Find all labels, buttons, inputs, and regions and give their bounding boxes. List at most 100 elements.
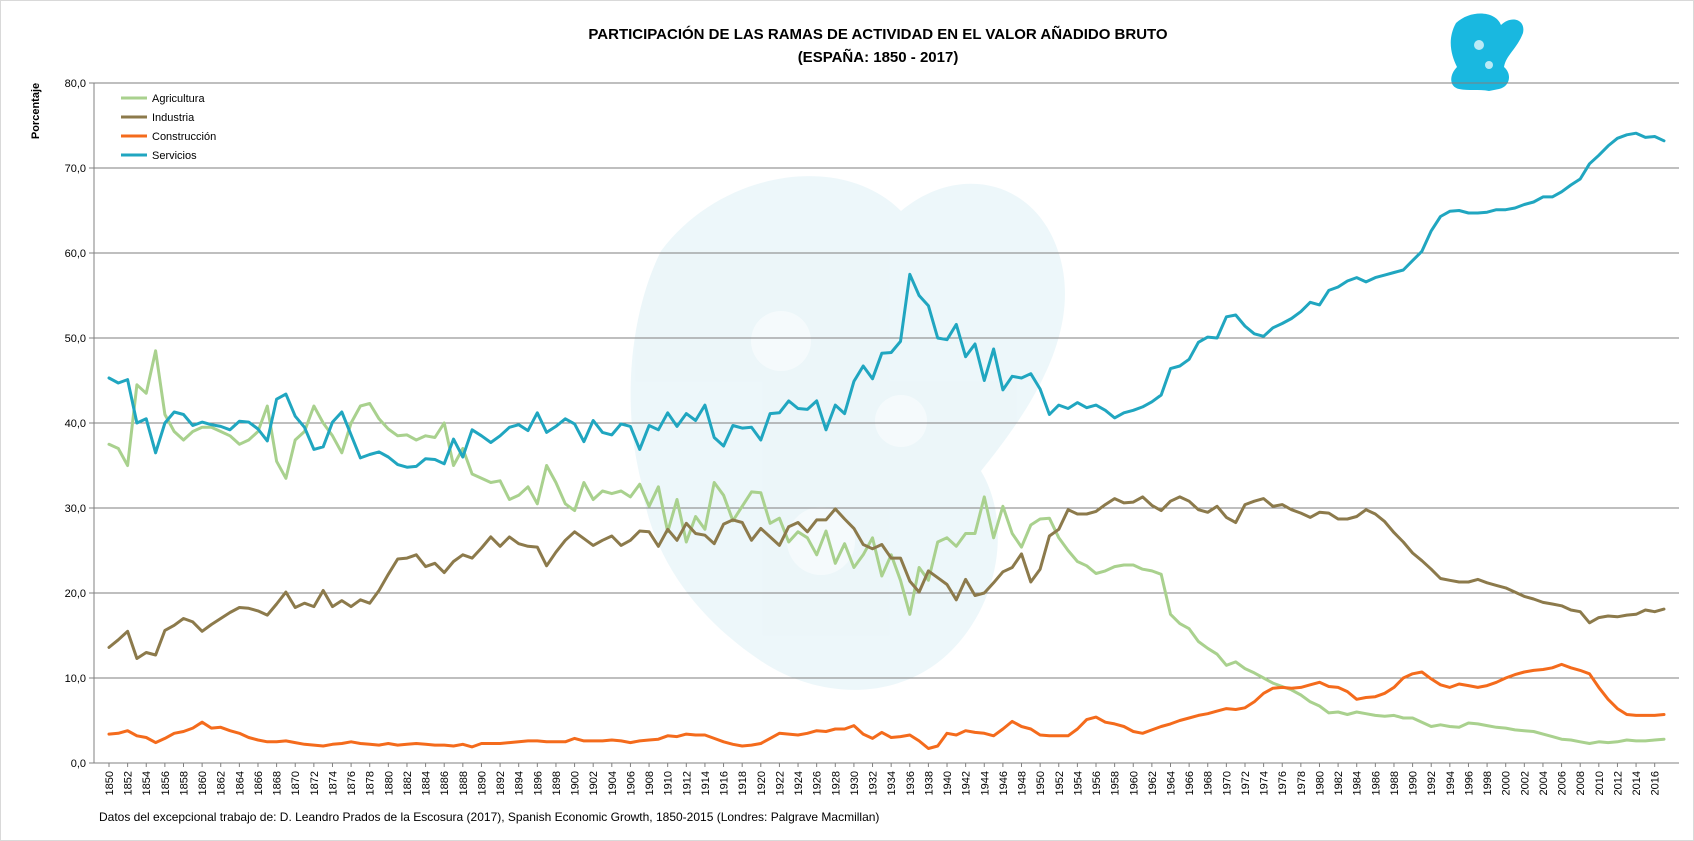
x-tick-label: 1930 <box>849 771 861 795</box>
x-tick-label: 1872 <box>309 771 321 795</box>
gridlines <box>94 82 1679 679</box>
x-tick-label: 1982 <box>1333 771 1345 795</box>
logo-eagle-icon <box>1450 13 1524 91</box>
x-tick-label: 1988 <box>1389 771 1401 795</box>
x-tick-label: 1874 <box>327 771 339 795</box>
x-tick-label: 1908 <box>644 771 656 795</box>
legend-label: Construcción <box>152 131 216 143</box>
x-tick-label: 2010 <box>1594 771 1606 795</box>
legend-label: Agricultura <box>152 93 205 105</box>
axes <box>89 82 1679 767</box>
x-tick-label: 2002 <box>1519 771 1531 795</box>
y-tick-label: 40,0 <box>65 418 86 430</box>
x-tick-label: 2016 <box>1650 771 1662 795</box>
source-note: Datos del excepcional trabajo de: D. Lea… <box>99 810 879 824</box>
x-tick-label: 1898 <box>551 771 563 795</box>
x-tick-label: 1858 <box>178 771 190 795</box>
y-tick-label: 50,0 <box>65 333 86 345</box>
x-tick-label: 1870 <box>290 771 302 795</box>
x-tick-label: 1970 <box>1221 771 1233 795</box>
x-tick-label: 1882 <box>402 771 414 795</box>
x-tick-label: 1996 <box>1463 771 1475 795</box>
x-tick-label: 1906 <box>625 771 637 795</box>
x-tick-label: 1866 <box>253 771 265 795</box>
x-tick-labels: 1850 1852 1854 1856 1858 1860 1862 1864 1866 1868… <box>104 771 1662 795</box>
x-tick-label: 1936 <box>905 771 917 795</box>
x-tick-label: 1876 <box>346 771 358 795</box>
x-tick-label: 1896 <box>532 771 544 795</box>
x-tick-label: 1910 <box>663 771 675 795</box>
x-tick-label: 1978 <box>1296 771 1308 795</box>
series-line-servicios <box>107 131 1666 469</box>
x-tick-label: 1924 <box>793 771 805 795</box>
x-tick-label: 1966 <box>1184 771 1196 795</box>
x-tick-label: 1986 <box>1370 771 1382 795</box>
x-tick-label: 1972 <box>1240 771 1252 795</box>
x-tick-label: 1942 <box>961 771 973 795</box>
legend-label: Industria <box>152 112 195 124</box>
series-lines <box>107 131 1666 750</box>
x-tick-label: 1956 <box>1091 771 1103 795</box>
x-tick-label: 1960 <box>1128 771 1140 795</box>
x-tick-label: 2012 <box>1612 771 1624 795</box>
x-tick-label: 1892 <box>495 771 507 795</box>
x-tick-label: 1958 <box>1110 771 1122 795</box>
x-tick-label: 1914 <box>700 771 712 795</box>
x-tick-label: 2014 <box>1631 771 1643 795</box>
x-tick-label: 1864 <box>234 771 246 795</box>
x-tick-label: 2000 <box>1501 771 1513 795</box>
x-tick-label: 1922 <box>774 771 786 795</box>
legend: Agricultura Industria Construcción Servicio… <box>121 93 216 162</box>
x-tick-label: 1940 <box>942 771 954 795</box>
x-tick-label: 1992 <box>1426 771 1438 795</box>
y-tick-labels: 0,0 10,0 20,0 30,0 40,0 50,0 60,0 70,0 80,0 <box>65 78 86 770</box>
x-tick-label: 1968 <box>1203 771 1215 795</box>
x-tick-label: 1900 <box>570 771 582 795</box>
x-tick-label: 1868 <box>272 771 284 795</box>
x-tick-label: 1860 <box>197 771 209 795</box>
x-tick-label: 1984 <box>1352 771 1364 795</box>
x-tick-label: 1990 <box>1408 771 1420 795</box>
x-tick-label: 1928 <box>830 771 842 795</box>
x-tick-label: 1878 <box>365 771 377 795</box>
x-tick-label: 1888 <box>458 771 470 795</box>
x-tick-label: 1980 <box>1314 771 1326 795</box>
chart-subtitle: (ESPAÑA: 1850 - 2017) <box>798 48 959 66</box>
x-tick-label: 1934 <box>886 771 898 795</box>
x-tick-label: 1880 <box>383 771 395 795</box>
x-tick-label: 1862 <box>216 771 228 795</box>
x-tick-label: 1976 <box>1277 771 1289 795</box>
x-tick-label: 1952 <box>1054 771 1066 795</box>
x-tick-label: 1902 <box>588 771 600 795</box>
x-tick-label: 1950 <box>1035 771 1047 795</box>
x-tick-label: 1954 <box>1072 771 1084 795</box>
x-tick-label: 1974 <box>1259 771 1271 795</box>
chart-title: PARTICIPACIÓN DE LAS RAMAS DE ACTIVIDAD … <box>588 25 1168 43</box>
y-tick-label: 0,0 <box>71 758 86 770</box>
x-tick-label: 1884 <box>421 771 433 795</box>
x-tick-label: 1964 <box>1165 771 1177 795</box>
series-line-agricultura <box>107 349 1666 745</box>
x-tick-label: 2004 <box>1538 771 1550 795</box>
x-tick-label: 2008 <box>1575 771 1587 795</box>
series-line-construccion <box>107 662 1666 750</box>
x-tick-label: 1938 <box>923 771 935 795</box>
x-tick-label: 1948 <box>1017 771 1029 795</box>
x-tick-label: 1856 <box>160 771 172 795</box>
y-tick-label: 20,0 <box>65 588 86 600</box>
x-tick-label: 1920 <box>756 771 768 795</box>
x-tick-label: 1946 <box>998 771 1010 795</box>
x-tick-label: 1850 <box>104 771 116 795</box>
y-tick-label: 80,0 <box>65 78 86 90</box>
x-tick-label: 1926 <box>812 771 824 795</box>
x-tick-label: 1894 <box>514 771 526 795</box>
x-tick-label: 1852 <box>123 771 135 795</box>
x-tick-label: 1918 <box>737 771 749 795</box>
x-tick-label: 1854 <box>141 771 153 795</box>
legend-label: Servicios <box>152 150 197 162</box>
x-tick-label: 1904 <box>607 771 619 795</box>
x-tick-label: 2006 <box>1557 771 1569 795</box>
series-line-industria <box>107 495 1666 660</box>
